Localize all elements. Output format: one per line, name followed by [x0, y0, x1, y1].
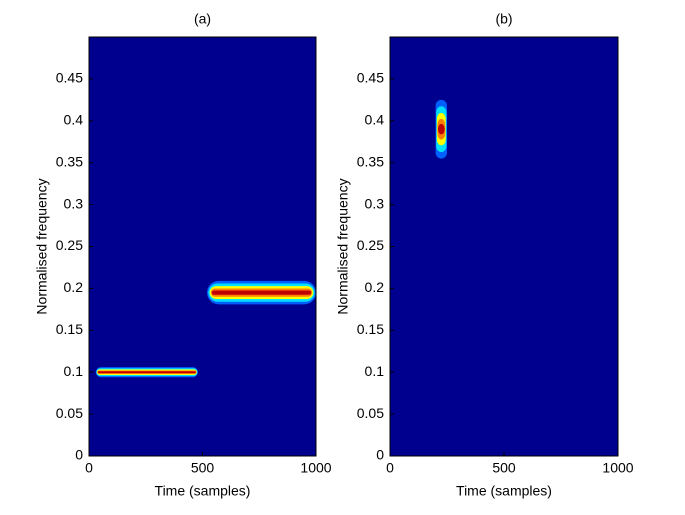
x-tick-label: 500	[492, 460, 516, 476]
y-tick-label: 0.2	[365, 279, 385, 295]
ridge-layer	[97, 371, 196, 374]
y-tick-label: 0.3	[64, 195, 84, 211]
y-tick-label: 0.05	[357, 405, 384, 421]
y-tick-label: 0.25	[357, 237, 384, 253]
ridge-layer	[437, 123, 445, 135]
y-tick-label: 0	[75, 447, 83, 463]
ridge-layer	[211, 290, 312, 295]
y-tick-label: 0.05	[56, 405, 83, 421]
y-tick-label: 0.15	[56, 321, 83, 337]
x-tick-label: 1000	[602, 460, 633, 476]
y-tick-label: 0.4	[365, 112, 385, 128]
y-tick-label: 0.1	[365, 363, 385, 379]
y-tick-label: 0.15	[357, 321, 384, 337]
ridge	[207, 280, 316, 305]
chart-title: (b)	[495, 11, 512, 27]
y-tick-label: 0.25	[56, 237, 83, 253]
chart-title: (a)	[194, 11, 211, 27]
y-tick-label: 0.1	[64, 363, 84, 379]
y-tick-label: 0.2	[64, 279, 84, 295]
plot-background	[89, 37, 316, 456]
x-axis-label: Time (samples)	[155, 483, 251, 499]
y-tick-label: 0.35	[56, 153, 83, 169]
y-tick-label: 0.45	[357, 70, 384, 86]
x-tick-label: 0	[386, 460, 394, 476]
x-tick-label: 500	[191, 460, 215, 476]
y-axis-label: Normalised frequency	[335, 178, 351, 314]
x-tick-label: 0	[85, 460, 93, 476]
y-tick-label: 0.45	[56, 70, 83, 86]
x-tick-label: 1000	[300, 460, 331, 476]
x-axis-label: Time (samples)	[456, 483, 552, 499]
y-tick-label: 0	[376, 447, 384, 463]
y-tick-label: 0.35	[357, 153, 384, 169]
ridge	[95, 367, 198, 378]
plot-background	[390, 37, 618, 456]
y-tick-label: 0.4	[64, 112, 84, 128]
y-axis-label: Normalised frequency	[34, 178, 50, 314]
ridge	[435, 99, 447, 159]
y-tick-label: 0.3	[365, 195, 385, 211]
